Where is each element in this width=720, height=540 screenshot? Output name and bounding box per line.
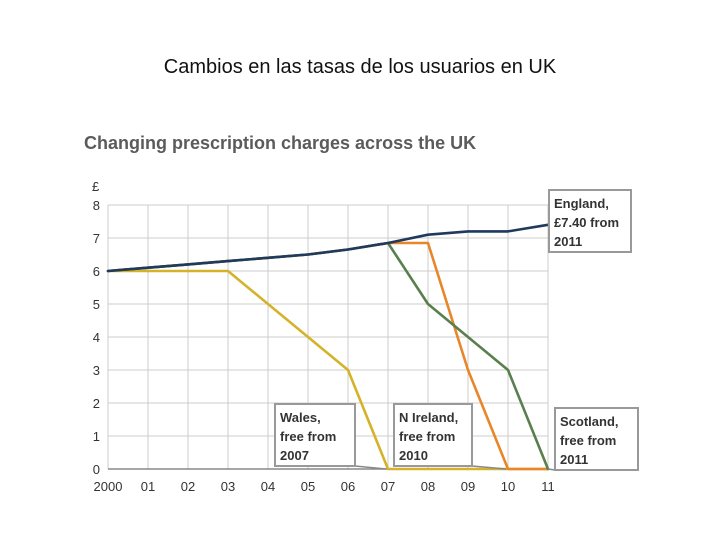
callout-text-scotland-0: Scotland, [560,414,619,429]
callout-box-n-ireland [393,403,473,467]
y-tick-label-5: 5 [93,297,100,312]
callout-leaders [354,222,556,471]
x-tick-label-11: 11 [541,479,555,494]
callout-leader-n-ireland [471,465,507,470]
series-line-england [106,223,550,273]
x-tick-label-05: 05 [301,479,315,494]
callout-text-wales-0: Wales, [280,410,321,425]
x-tick-label-06: 06 [341,479,355,494]
callout-text-england-0: England, [554,196,609,211]
y-axis-unit-label: £ [92,179,100,194]
series-line-wales [106,269,550,471]
y-tick-label-2: 2 [93,396,100,411]
y-tick-label-3: 3 [93,363,100,378]
x-tick-label-09: 09 [461,479,475,494]
y-tick-label-0: 0 [93,462,100,477]
x-tick-label-07: 07 [381,479,395,494]
x-tick-label-03: 03 [221,479,235,494]
x-tick-label-08: 08 [421,479,435,494]
x-tick-label-02: 02 [181,479,195,494]
callout-box-wales [274,403,356,467]
series-lines [106,223,550,471]
callout-text-scotland-1: free from [560,433,616,448]
callout-text-scotland-2: 2011 [560,452,588,467]
y-tick-label-8: 8 [93,198,100,213]
x-tick-label-2000: 2000 [94,479,123,494]
callout-text-wales-1: free from [280,429,336,444]
callout-box-england [548,189,632,253]
callout-leader-wales [354,465,387,470]
callout-text-england-2: 2011 [554,234,582,249]
x-tick-label-10: 10 [501,479,515,494]
callout-text-n-ireland-1: free from [399,429,455,444]
slide-title: Cambios en las tasas de los usuarios en … [163,56,557,78]
callouts: England, £7.40 from 2011 Wales, free from 200… [274,189,639,471]
callout-box-scotland [554,407,639,471]
callout-leader-scotland [547,468,556,471]
callout-text-england-1: £7.40 from [554,215,619,230]
y-tick-label-7: 7 [93,231,100,246]
y-tick-label-1: 1 [93,429,100,444]
callout-text-n-ireland-2: 2010 [399,448,428,463]
y-tick-label-6: 6 [93,264,100,279]
x-tick-label-04: 04 [261,479,275,494]
chart-title: Changing prescription charges across the… [84,133,476,153]
y-tick-label-4: 4 [93,330,100,345]
callout-text-wales-2: 2007 [280,448,309,463]
callout-text-n-ireland-0: N Ireland, [399,410,458,425]
x-tick-label-01: 01 [141,479,155,494]
